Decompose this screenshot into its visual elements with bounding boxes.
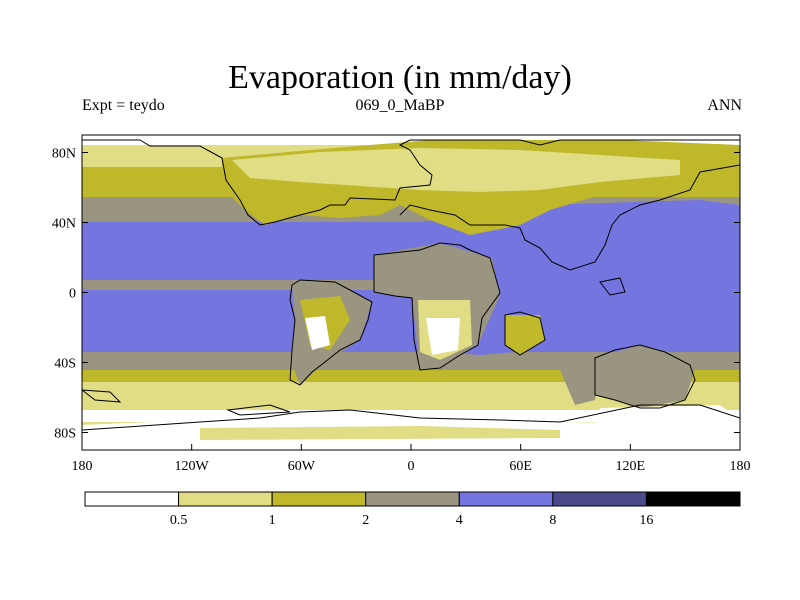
x-tick-label: 180	[72, 459, 93, 474]
chart-title: Evaporation (in mm/day)	[228, 59, 572, 96]
south-america-dry	[305, 316, 330, 350]
india-region	[505, 315, 545, 355]
colorbar-swatch	[552, 491, 647, 507]
y-tick-label: 80N	[52, 147, 76, 162]
y-tick-label: 80S	[54, 427, 76, 442]
colorbar-label: 0.5	[170, 513, 188, 528]
colorbar: 0.5 1 2 4 8 16	[84, 491, 741, 528]
colorbar-swatch	[84, 491, 180, 507]
x-tick-label: 120W	[175, 459, 210, 474]
australia	[595, 345, 695, 408]
coastlines	[82, 139, 740, 431]
x-tick-label: 60E	[509, 459, 532, 474]
time-label: 069_0_MaBP	[355, 97, 445, 114]
y-tick-label: 40S	[54, 357, 76, 372]
colorbar-swatch	[458, 491, 554, 507]
colorbar-label: 2	[362, 513, 369, 528]
colorbar-label: 4	[456, 513, 463, 528]
x-tick-label: 180	[730, 459, 751, 474]
colorbar-swatch	[271, 491, 367, 507]
colorbar-label: 8	[549, 513, 556, 528]
australia-west	[560, 368, 600, 405]
colorbar-swatch	[178, 491, 273, 507]
season-label: ANN	[707, 97, 742, 114]
colorbar-swatch	[365, 491, 460, 507]
x-tick-label: 60W	[288, 459, 316, 474]
y-tick-label: 0	[69, 287, 76, 302]
northern-continents-light	[232, 148, 680, 192]
colorbar-label: 16	[639, 513, 653, 528]
map-field	[82, 135, 740, 450]
africa-south-dry	[426, 318, 460, 355]
antarctic-margin	[200, 426, 560, 440]
x-tick-label: 0	[408, 459, 415, 474]
axis-ticks: 80N 40N 0 40S 80S 180 120W 60W 0 60E 120E 180	[52, 147, 751, 475]
y-tick-label: 40N	[52, 217, 76, 232]
colorbar-label: 1	[269, 513, 276, 528]
x-tick-label: 120E	[616, 459, 646, 474]
colorbar-swatch	[645, 491, 741, 507]
southern-ocean-blue	[420, 295, 740, 355]
experiment-label: Expt = teydo	[82, 97, 165, 114]
